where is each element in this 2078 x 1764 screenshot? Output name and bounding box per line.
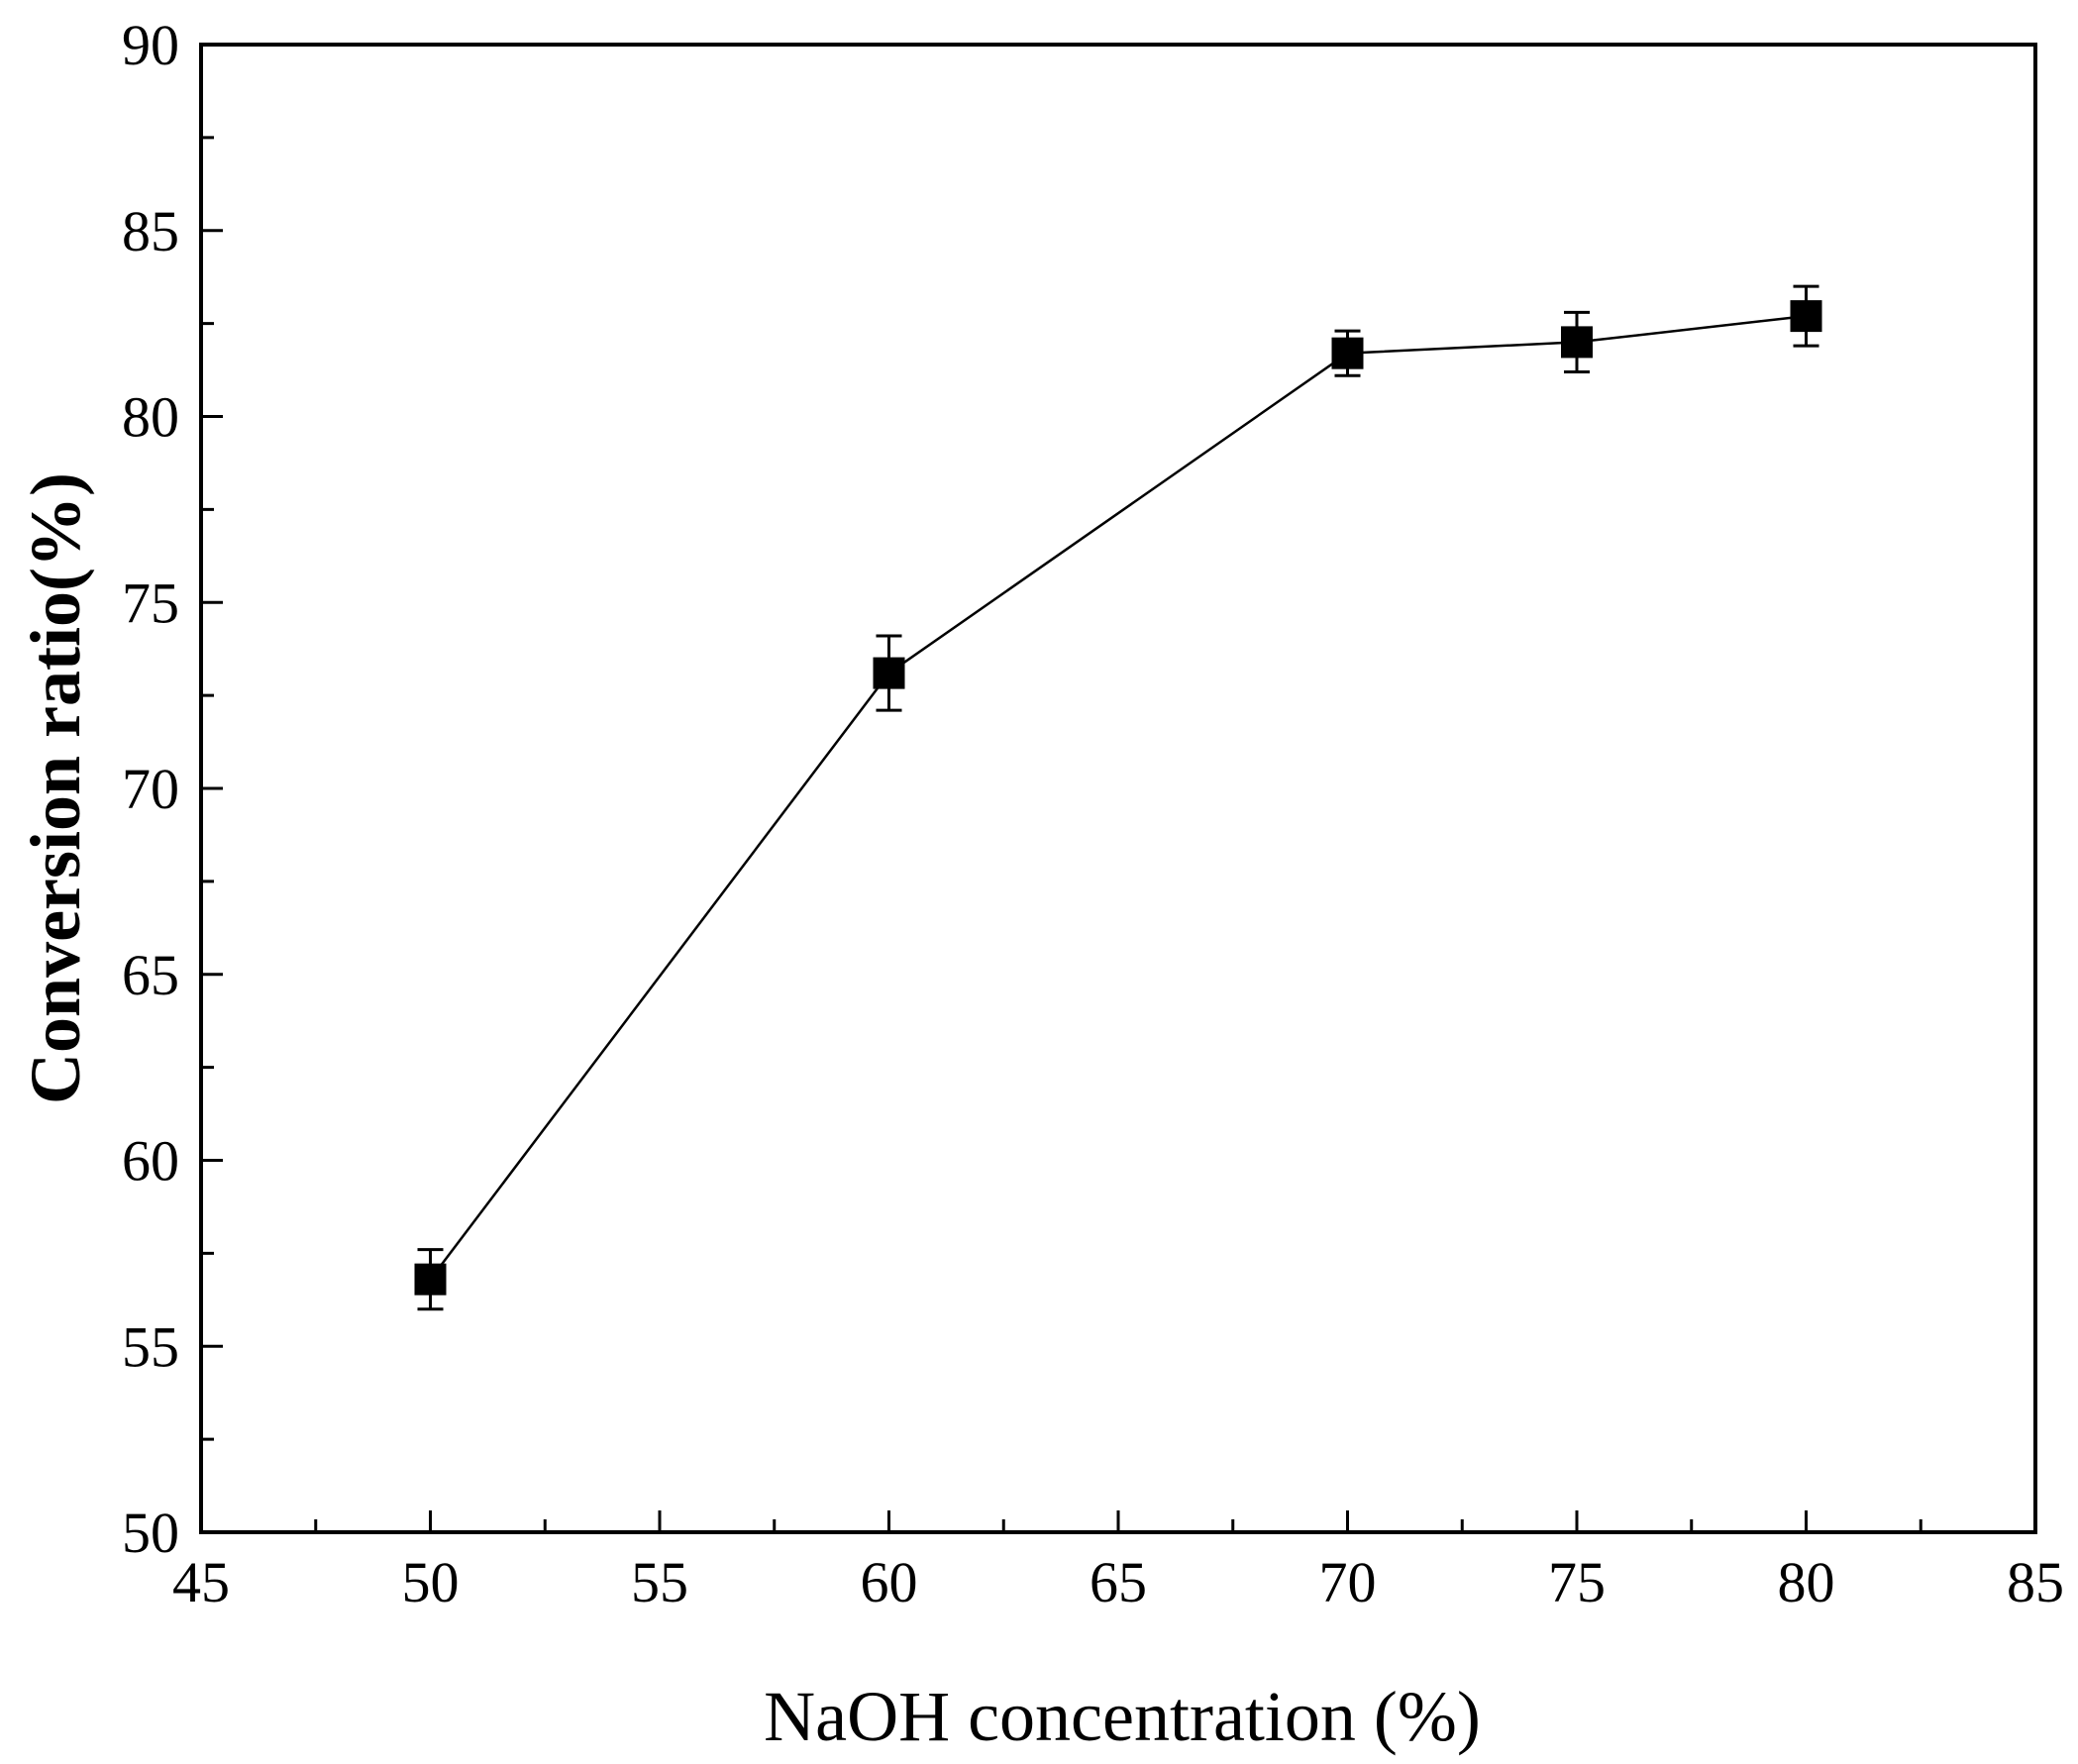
data-point-marker [1561, 326, 1593, 359]
y-axis-title: Conversion ratio(%) [16, 472, 95, 1104]
y-tick-label: 75 [122, 571, 179, 635]
data-point-marker [1331, 337, 1364, 369]
x-tick-label: 80 [1778, 1550, 1835, 1614]
data-point-marker [414, 1263, 447, 1296]
x-tick-label: 75 [1548, 1550, 1606, 1614]
plot-frame [199, 43, 2037, 1534]
series-line [429, 314, 1807, 1281]
y-tick-label: 60 [122, 1129, 179, 1193]
x-tick-label: 70 [1319, 1550, 1377, 1614]
x-axis-title: NaOH concentration (%) [764, 1677, 1481, 1756]
y-tick-label: 50 [122, 1501, 179, 1565]
x-tick-label: 55 [631, 1550, 688, 1614]
y-tick-label: 85 [122, 199, 179, 263]
y-tick-label: 55 [122, 1314, 179, 1379]
axis-ticks-layer [199, 43, 2037, 1534]
y-tick-label: 70 [122, 757, 179, 821]
y-tick-label: 65 [122, 943, 179, 1007]
series-layer [414, 284, 1822, 1311]
plot-frame-layer [199, 43, 2037, 1534]
x-tick-label: 50 [402, 1550, 460, 1614]
data-point-marker [1790, 300, 1822, 333]
y-tick-label: 90 [122, 13, 179, 77]
x-tick-label: 45 [172, 1550, 230, 1614]
y-tick-label: 80 [122, 385, 179, 450]
x-tick-label: 65 [1090, 1550, 1147, 1614]
x-tick-label: 60 [861, 1550, 918, 1614]
x-tick-label: 85 [2007, 1550, 2064, 1614]
data-point-marker [873, 657, 905, 689]
